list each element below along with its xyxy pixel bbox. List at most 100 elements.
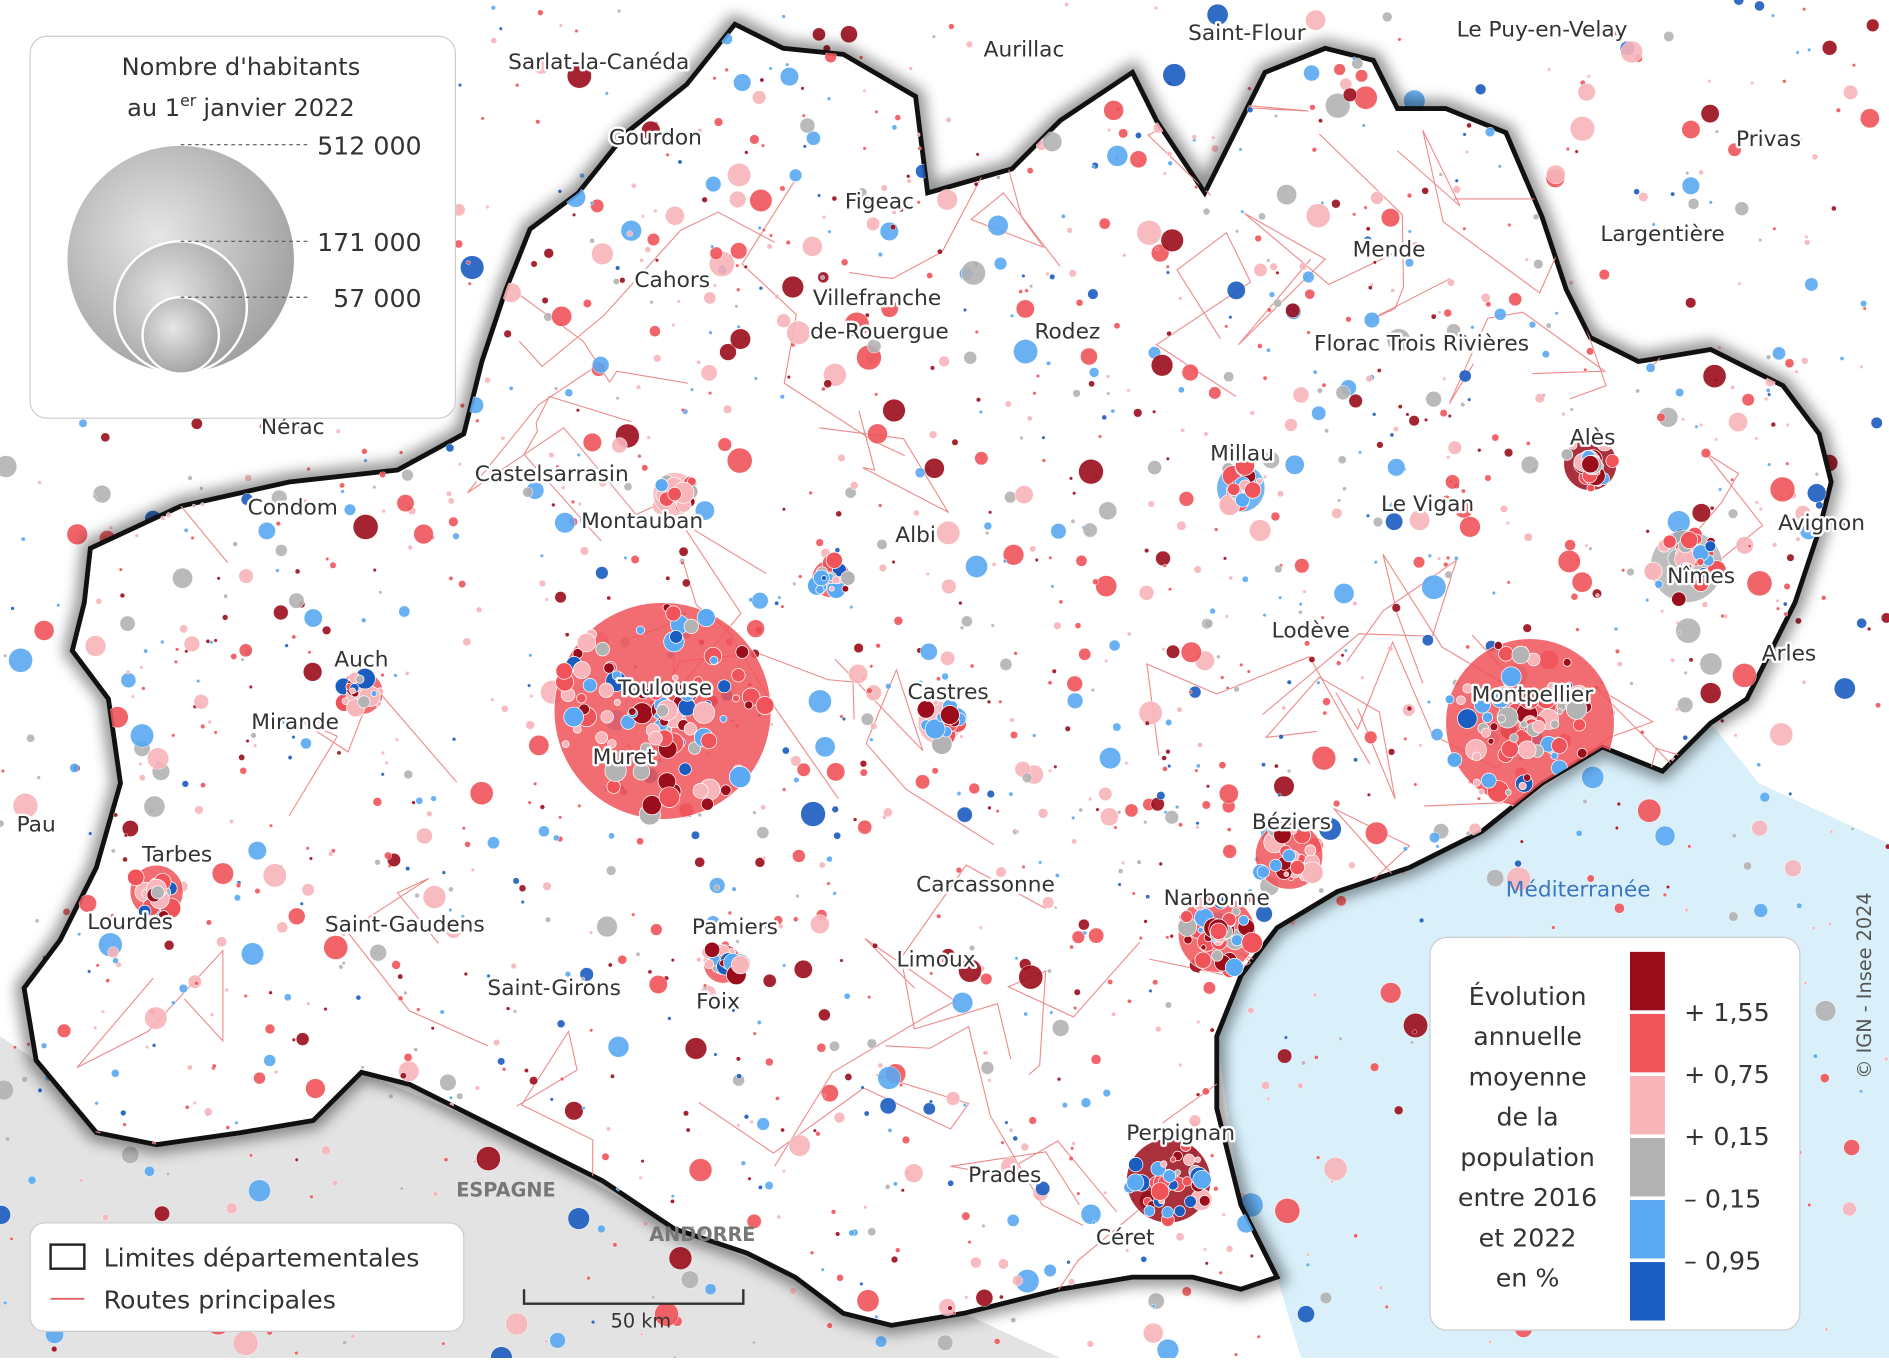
commune-dot bbox=[826, 1322, 833, 1329]
commune-dot bbox=[1520, 455, 1539, 474]
commune-dot bbox=[498, 26, 503, 31]
commune-dot bbox=[720, 784, 732, 796]
commune-dot bbox=[1447, 440, 1462, 455]
commune-dot bbox=[792, 581, 797, 586]
commune-dot bbox=[216, 576, 221, 581]
commune-dot bbox=[1677, 630, 1682, 635]
commune-dot bbox=[606, 779, 621, 794]
commune-dot bbox=[462, 637, 472, 647]
commune-dot bbox=[1675, 617, 1701, 644]
commune-dot bbox=[21, 1075, 29, 1083]
commune-dot bbox=[448, 1095, 453, 1100]
commune-dot bbox=[1707, 560, 1727, 580]
commune-dot bbox=[300, 737, 312, 750]
commune-dot bbox=[118, 567, 123, 572]
commune-dot bbox=[929, 365, 935, 371]
commune-dot bbox=[779, 394, 785, 400]
commune-dot bbox=[644, 246, 652, 253]
commune-dot bbox=[1211, 135, 1216, 140]
break-label: + 1,55 bbox=[1684, 998, 1770, 1027]
commune-dot bbox=[1263, 474, 1268, 479]
commune-dot bbox=[1372, 516, 1384, 528]
commune-dot bbox=[665, 605, 682, 622]
commune-dot bbox=[580, 976, 586, 982]
commune-dot bbox=[931, 34, 936, 39]
commune-dot bbox=[1714, 437, 1719, 442]
commune-dot bbox=[1446, 455, 1451, 460]
commune-dot bbox=[1683, 670, 1688, 675]
commune-dot bbox=[597, 1224, 606, 1234]
commune-dot bbox=[271, 489, 288, 507]
commune-dot bbox=[1720, 613, 1725, 619]
road bbox=[518, 211, 775, 368]
commune-dot bbox=[938, 1298, 957, 1316]
commune-dot bbox=[1452, 185, 1461, 194]
commune-dot bbox=[1294, 558, 1310, 574]
commune-dot bbox=[1194, 184, 1199, 190]
commune-dot bbox=[1266, 307, 1272, 313]
commune-dot bbox=[1247, 888, 1253, 894]
commune-dot bbox=[1138, 700, 1163, 725]
commune-dot bbox=[291, 634, 297, 640]
commune-dot bbox=[1656, 412, 1666, 422]
commune-dot bbox=[1014, 956, 1019, 961]
commune-dot bbox=[1794, 137, 1803, 146]
commune-dot bbox=[1588, 546, 1593, 551]
commune-dot bbox=[322, 625, 332, 635]
commune-dot bbox=[307, 650, 312, 655]
commune-dot bbox=[1843, 1139, 1860, 1156]
commune-dot bbox=[705, 176, 722, 193]
commune-dot bbox=[1421, 634, 1434, 647]
commune-dot bbox=[1197, 927, 1204, 934]
commune-dot bbox=[589, 200, 594, 206]
commune-dot bbox=[883, 807, 893, 818]
commune-dot bbox=[1049, 1010, 1054, 1015]
commune-dot bbox=[1029, 545, 1037, 553]
city-label: Narbonne bbox=[1164, 886, 1270, 911]
commune-dot bbox=[1409, 509, 1431, 531]
commune-dot bbox=[1203, 1247, 1208, 1252]
commune-dot bbox=[1654, 825, 1676, 847]
commune-dot bbox=[874, 1335, 888, 1348]
commune-dot bbox=[294, 1350, 299, 1356]
commune-dot bbox=[1021, 772, 1033, 783]
commune-dot bbox=[749, 134, 760, 145]
commune-dot bbox=[1165, 264, 1170, 269]
commune-dot bbox=[1376, 441, 1384, 449]
commune-dot bbox=[1092, 578, 1099, 586]
commune-dot bbox=[1643, 561, 1663, 581]
commune-dot bbox=[123, 833, 128, 838]
commune-dot bbox=[788, 168, 803, 182]
commune-dot bbox=[1080, 1204, 1102, 1225]
commune-dot bbox=[1231, 907, 1241, 917]
commune-dot bbox=[1210, 1153, 1215, 1158]
commune-dot bbox=[1565, 681, 1574, 690]
city-label: Avignon bbox=[1778, 511, 1865, 536]
commune-dot bbox=[380, 750, 385, 756]
commune-dot bbox=[1370, 191, 1384, 205]
commune-dot bbox=[704, 958, 715, 970]
commune-dot bbox=[171, 1000, 176, 1006]
commune-dot bbox=[637, 453, 642, 459]
commune-dot bbox=[1156, 1338, 1179, 1361]
commune-dot bbox=[1421, 187, 1429, 195]
commune-dot bbox=[457, 83, 463, 88]
commune-dot bbox=[291, 735, 296, 740]
commune-dot bbox=[1654, 579, 1664, 589]
commune-dot bbox=[1318, 817, 1342, 841]
commune-dot bbox=[1743, 861, 1752, 871]
commune-dot bbox=[749, 1119, 754, 1125]
commune-dot bbox=[1759, 792, 1770, 803]
commune-dot bbox=[1556, 708, 1564, 715]
commune-dot bbox=[1162, 63, 1186, 87]
commune-dot bbox=[512, 1009, 518, 1014]
commune-dot bbox=[248, 1153, 253, 1158]
commune-dot bbox=[1105, 374, 1111, 379]
commune-dot bbox=[1476, 796, 1481, 801]
commune-dot bbox=[1613, 626, 1619, 632]
commune-dot bbox=[1162, 766, 1168, 772]
commune-dot bbox=[1322, 710, 1328, 716]
commune-dot bbox=[268, 990, 273, 995]
commune-dot bbox=[1353, 757, 1358, 763]
break-label: + 0,15 bbox=[1684, 1122, 1770, 1151]
